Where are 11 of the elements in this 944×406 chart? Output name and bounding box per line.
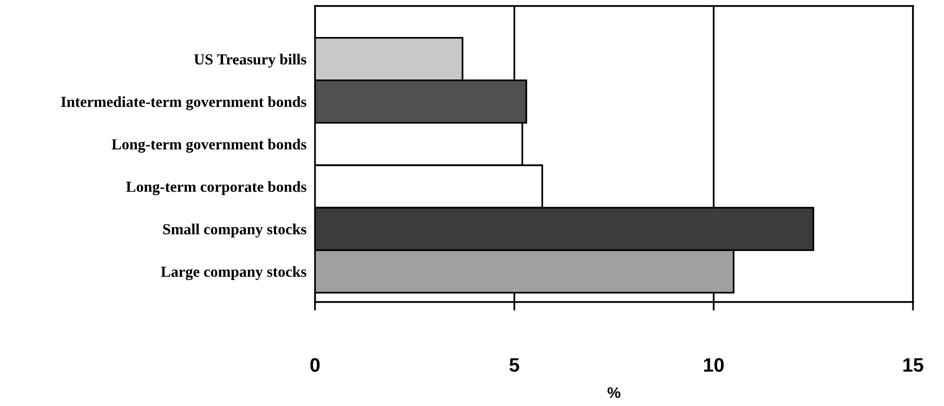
y-tick-label: Long-term corporate bonds (126, 181, 306, 196)
y-tick-label: Small company stocks (163, 224, 306, 238)
y-tick-label: Intermediate-term government bonds (61, 96, 306, 110)
y-tick-label: Large company stocks (160, 266, 306, 280)
x-tick-label: 0 (310, 358, 320, 372)
x-axis-title: % (608, 387, 620, 398)
y-tick-label: US Treasury bills (194, 54, 306, 68)
x-tick-label: 10 (704, 358, 724, 372)
x-tick-label: 5 (510, 358, 520, 372)
x-tick-label: 15 (903, 358, 924, 372)
y-tick-label: Long-term government bonds (112, 138, 306, 153)
